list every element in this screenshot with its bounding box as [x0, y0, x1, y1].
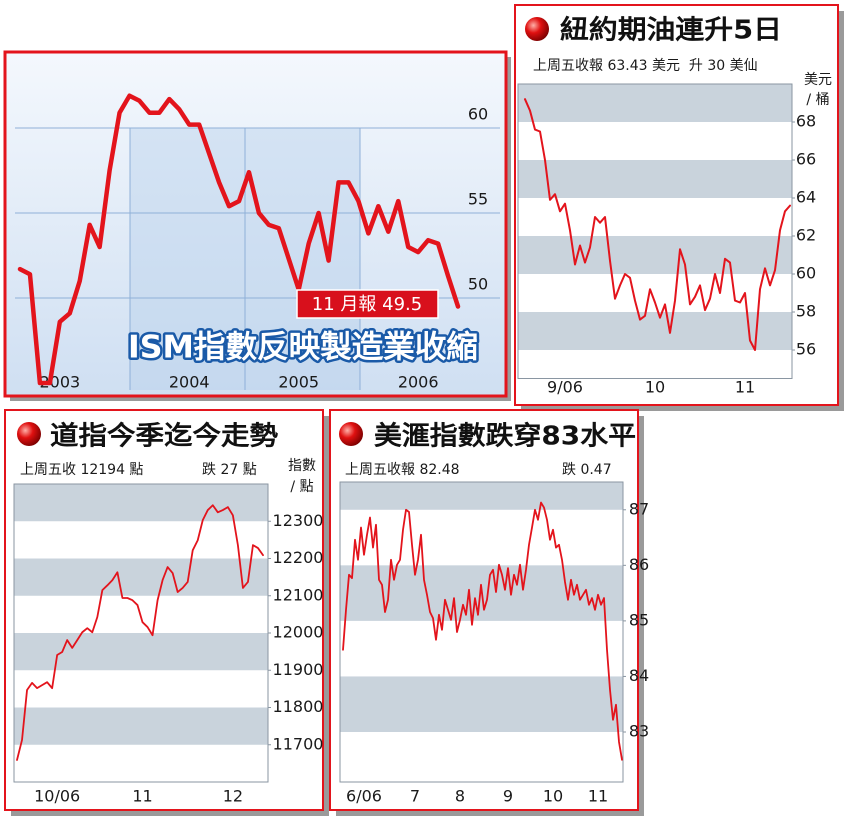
data-line [17, 93, 461, 386]
x-tick-label: 9 [503, 787, 513, 806]
plot-frame [339, 481, 624, 783]
y-tick-label: 12200 [273, 548, 324, 567]
y-tick-label: 11800 [273, 697, 324, 716]
band [14, 707, 268, 745]
subtitle: 上周五收報 82.48 [345, 462, 460, 478]
band [14, 633, 268, 671]
plot-frame [517, 83, 793, 379]
bullet-icon [17, 422, 41, 446]
y-tick-label: 12100 [273, 585, 324, 604]
y-tick-label: 11700 [273, 734, 324, 753]
x-tick-label: 12 [223, 787, 243, 806]
chart-oil: 56 58 60 62 64 66 68 9/06 10 11 [517, 83, 816, 397]
y-tick-label: 83 [629, 722, 649, 741]
x-tick-label: 11 [588, 787, 608, 806]
change-label: 跌 27 點 [202, 462, 257, 478]
x-tick-label: 8 [455, 787, 465, 806]
x-tick-label: 2004 [169, 373, 210, 392]
unit-label: 美元 [804, 72, 832, 88]
y-tick-label: 60 [468, 105, 488, 124]
subtitle: 上周五收 12194 點 [20, 462, 143, 478]
y-tick-label: 60 [796, 264, 816, 283]
data-line [342, 501, 623, 761]
y-tick-label: 85 [629, 610, 649, 629]
y-tick-label: 58 [796, 302, 816, 321]
texts: ISM指數反映製造業收縮 11 月報 49.5 紐約期油連升5日 上周五收報 6… [17, 15, 832, 495]
band [518, 236, 792, 274]
unit-label: 指數 [288, 458, 316, 474]
x-tick-label: 10 [645, 378, 665, 397]
band [14, 558, 268, 596]
y-tick-label: 11900 [273, 660, 324, 679]
chart-dow: 11700 11800 11900 12000 12100 12200 12300 10/06… [13, 483, 324, 806]
data-line [524, 98, 791, 351]
annotation: 11 月報 49.5 [312, 294, 422, 315]
y-tick-label: 84 [629, 666, 649, 685]
y-tick-label: 86 [629, 555, 649, 574]
band [14, 484, 268, 522]
chart-title: ISM指數反映製造業收縮 [128, 330, 478, 366]
chart-title: 道指今季迄今走勢 [50, 421, 278, 452]
y-tick-label: 87 [629, 499, 649, 518]
x-tick-label: 9/06 [547, 378, 583, 397]
chart-title: 美滙指數跌穿83水平 [374, 421, 636, 452]
y-tick-label: 64 [796, 188, 816, 207]
chart-usd: 83 84 85 86 87 6/06 7 8 9 10 11 [339, 481, 649, 806]
x-tick-label: 7 [410, 787, 420, 806]
y-tick-label: 50 [468, 275, 488, 294]
band [340, 676, 623, 732]
y-tick-label: 66 [796, 150, 816, 169]
y-tick-label: 62 [796, 226, 816, 245]
x-tick-label: 6/06 [346, 787, 382, 806]
x-tick-label: 10 [543, 787, 563, 806]
change-label: 跌 0.47 [562, 462, 612, 478]
band [518, 160, 792, 198]
data-line [16, 504, 264, 761]
unit-label: / 點 [290, 479, 313, 495]
chart-title: 紐約期油連升5日 [560, 15, 782, 46]
x-tick-label: 11 [735, 378, 755, 397]
x-tick-label: 11 [132, 787, 152, 806]
subtitle: 上周五收報 63.43 美元 升 30 美仙 [533, 58, 758, 74]
annotation-box [296, 289, 439, 319]
unit-label: / 桶 [806, 92, 829, 108]
bullet-icon [525, 17, 549, 41]
x-tick-label: 2005 [278, 373, 319, 392]
bullet-icon [339, 422, 363, 446]
band [340, 482, 623, 510]
y-tick-label: 56 [796, 340, 816, 359]
y-tick-label: 68 [796, 112, 816, 131]
x-tick-label: 2006 [398, 373, 439, 392]
band [518, 84, 792, 122]
y-tick-label: 55 [468, 190, 488, 209]
band [518, 312, 792, 350]
x-tick-label: 10/06 [34, 787, 80, 806]
y-tick-label: 12000 [273, 623, 324, 642]
y-tick-label: 12300 [273, 511, 324, 530]
